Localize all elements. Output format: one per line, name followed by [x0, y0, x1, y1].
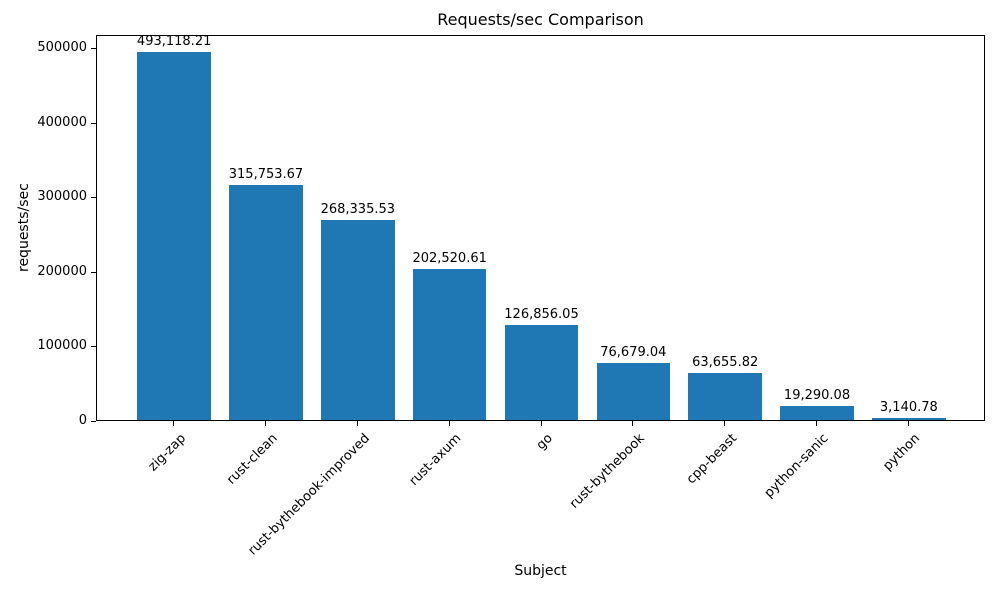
y-axis-tick-label: 500000 [37, 40, 87, 56]
bar [504, 325, 579, 420]
y-axis-tick-mark [91, 346, 96, 348]
y-axis-tick-label: 0 [78, 413, 87, 428]
bar-value-label: 315,753.67 [228, 166, 304, 182]
bar [229, 184, 303, 420]
bar-value-label: 202,520.61 [412, 251, 487, 267]
x-axis-tick-mark [724, 421, 726, 426]
y-axis-tick-label: 300000 [37, 189, 87, 205]
y-axis-tick-mark [91, 122, 96, 124]
y-axis-tick-mark [91, 48, 96, 50]
x-axis-tick-label-text: go [534, 431, 557, 454]
x-axis-tick-mark [540, 421, 542, 426]
x-axis-tick-label-text: rust-clean [223, 431, 281, 488]
x-axis-tick-mark [264, 421, 266, 426]
x-axis-tick-label-text: python [880, 431, 924, 474]
y-axis-tick-mark [91, 421, 96, 422]
bar-value-label: 19,290.08 [783, 387, 851, 403]
bar-value-label: 76,679.04 [600, 344, 667, 360]
x-axis-tick-label-text: python-sanic [761, 431, 832, 501]
x-axis-label: Subject [514, 563, 567, 579]
chart-title: Requests/sec Comparison [437, 10, 644, 29]
bar [872, 417, 946, 420]
bar [780, 405, 854, 420]
x-axis-tick-mark [632, 421, 634, 426]
x-axis-tick-label-text: rust-bythebook [567, 431, 648, 512]
y-axis-tick-mark [91, 271, 96, 273]
y-axis-tick-label: 400000 [37, 114, 87, 130]
bar-value-label: 3,140.78 [879, 399, 938, 415]
x-axis-tick-mark [907, 421, 909, 426]
bar [596, 362, 671, 420]
bar [412, 269, 487, 420]
x-axis-tick-mark [356, 421, 358, 426]
bar-value-label: 126,856.05 [504, 307, 579, 323]
bar [321, 219, 395, 420]
y-axis-tick-mark [91, 197, 96, 199]
y-axis-tick-label: 200000 [37, 263, 87, 279]
x-axis-tick-label-text: rust-axum [406, 431, 465, 489]
x-axis-tick-label-text: zig-zap [145, 431, 189, 475]
x-axis-tick-mark [816, 421, 818, 426]
x-axis-tick-mark [448, 421, 450, 426]
bar-value-label: 268,335.53 [320, 201, 396, 217]
y-axis-label: requests/sec [16, 183, 32, 273]
bar-value-label: 493,118.21 [136, 34, 212, 50]
bar-value-label: 63,655.82 [692, 354, 759, 370]
bar [688, 372, 762, 420]
bar [137, 52, 211, 420]
plot-area: 493,118.21 315,753.67 268,335.53 202,520.61… [96, 34, 985, 421]
x-axis-tick-label-text: cpp-beast [683, 431, 740, 488]
x-axis-tick-mark [173, 421, 175, 426]
y-axis-tick-label: 100000 [37, 338, 87, 354]
